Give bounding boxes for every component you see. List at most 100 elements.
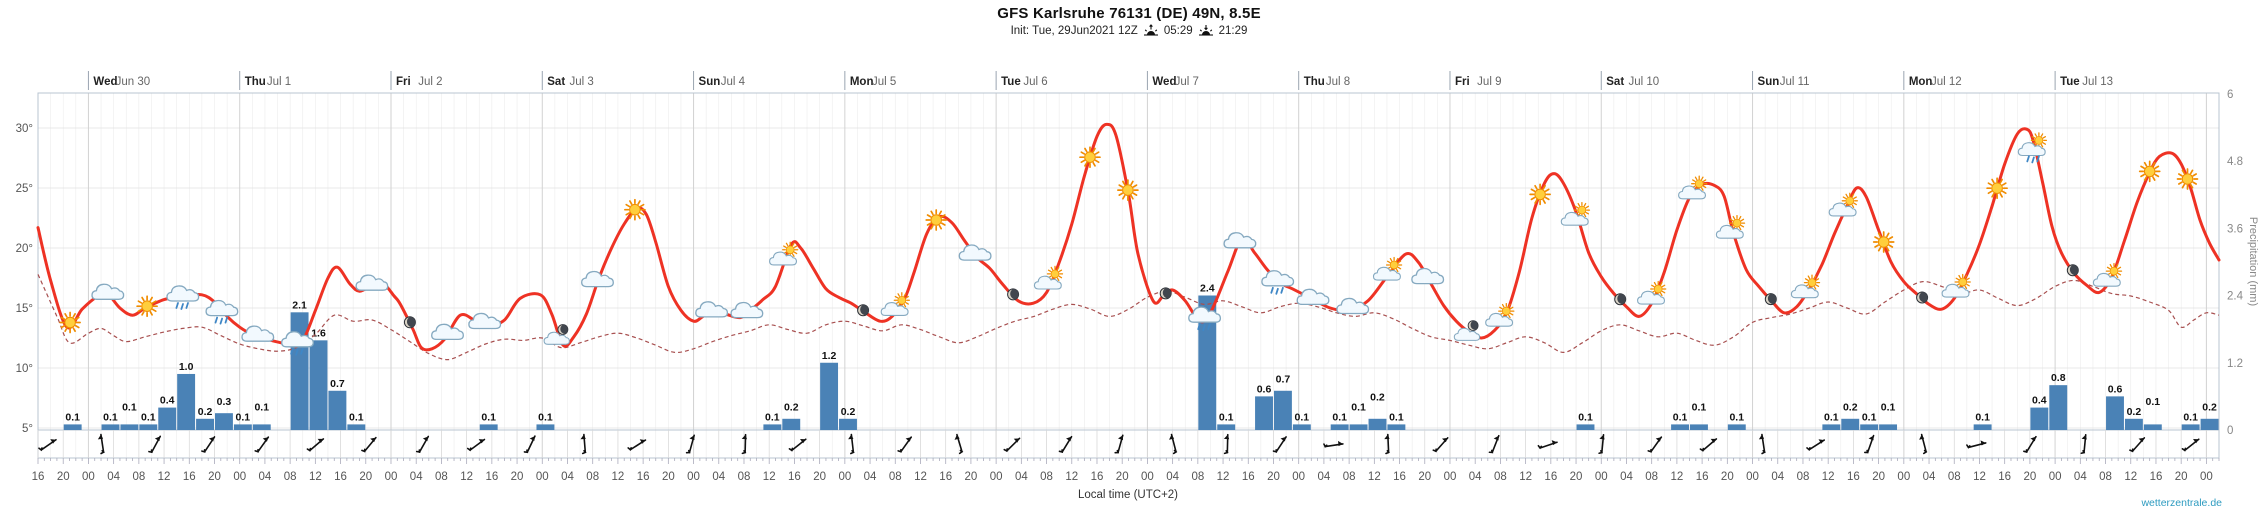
weather-icon-sun: [59, 311, 81, 334]
weather-icon-cloud: [431, 323, 464, 341]
weather-icon-cloud: [581, 270, 614, 288]
wind-arrow: [1114, 434, 1124, 454]
weather-icon-cloud: [241, 325, 275, 342]
sunrise-icon: [1143, 24, 1158, 36]
hour-label: 04: [1771, 471, 1784, 483]
precip-value-label: 0.1: [1673, 411, 1688, 423]
precip-bar: [1255, 396, 1273, 430]
precip-value-label: 0.4: [2032, 395, 2047, 407]
weather-icon-sun-cloud: [1485, 302, 1515, 327]
precip-bar: [479, 424, 498, 430]
hour-label: 04: [712, 471, 725, 483]
hour-label: 16: [1544, 471, 1557, 483]
hour-label: 20: [1267, 471, 1280, 483]
wind-arrow: [1537, 440, 1558, 450]
hour-label: 16: [637, 471, 650, 483]
weather-icon-moon: [1007, 288, 1020, 301]
svg-text:Jul 9: Jul 9: [1477, 76, 1501, 88]
precip-bar: [1349, 424, 1368, 430]
day-header-label: Sat Jul 10: [1606, 76, 1659, 88]
weather-icon-cloud: [695, 301, 729, 318]
weather-icon-sun: [1529, 183, 1551, 206]
wind-arrow: [1647, 436, 1663, 453]
hour-label: 16: [1998, 471, 2011, 483]
hour-label: 00: [233, 471, 246, 483]
hour-label: 12: [1973, 471, 1986, 483]
hour-label: 00: [1897, 471, 1910, 483]
precip-bar: [1973, 424, 1992, 430]
hour-label: 08: [889, 471, 902, 483]
precip-value-label: 0.8: [2051, 372, 2066, 384]
weather-icon-sun-cloud: [1941, 273, 1971, 298]
precip-bar: [63, 424, 82, 430]
day-header-label: Sun Jul 11: [1758, 76, 1810, 88]
precip-value-label: 0.1: [1332, 411, 1347, 423]
svg-text:Sat: Sat: [1606, 76, 1624, 88]
precip-bar: [139, 424, 158, 430]
precip-bar: [2181, 424, 2200, 430]
precip-bar: [536, 424, 555, 430]
precip-value-label: 0.1: [765, 411, 780, 423]
precip-bar: [158, 407, 177, 430]
wind-arrow: [1003, 437, 1021, 453]
precip-value-label: 0.1: [1578, 411, 1593, 423]
hour-label: 00: [2049, 471, 2062, 483]
hour-label: 20: [813, 471, 826, 483]
hour-label: 08: [1040, 471, 1053, 483]
day-header-label: Mon Jul 12: [1909, 76, 1962, 88]
hour-label: 04: [1318, 471, 1331, 483]
wind-arrow: [580, 433, 587, 455]
hour-label: 20: [511, 471, 524, 483]
svg-text:Jul 8: Jul 8: [1326, 76, 1350, 88]
weather-icon-sun-cloud: [769, 241, 799, 266]
wind-arrow: [1223, 433, 1230, 455]
sunset-icon: [1198, 25, 1213, 36]
day-header-label: Wed Jun 30: [93, 76, 150, 88]
hour-label: 20: [2023, 471, 2036, 483]
precip-bar: [120, 424, 139, 430]
svg-text:Fri: Fri: [396, 76, 411, 88]
weather-icon-cloud: [1223, 232, 1257, 249]
hour-label: 04: [1469, 471, 1482, 483]
precip-bar: [1387, 424, 1406, 430]
wind-arrow: [897, 436, 913, 453]
precip-value-label: 0.6: [2108, 383, 2123, 395]
wind-arrow: [741, 433, 747, 455]
svg-text:Thu: Thu: [245, 76, 266, 88]
hour-label: 16: [1393, 471, 1406, 483]
precip-value-label: 0.1: [141, 411, 156, 423]
weather-icon-sun-cloud: [1715, 214, 1746, 239]
wind-arrow: [954, 433, 964, 455]
wind-arrow: [2129, 437, 2146, 453]
precip-value-label: 0.2: [1370, 391, 1385, 403]
day-header-label: Fri Jul 2: [396, 76, 442, 88]
precip-value-label: 0.1: [1389, 411, 1404, 423]
hour-label: 12: [612, 471, 625, 483]
temp-axis-tick-label: 30°: [16, 123, 33, 135]
svg-text:Jun 30: Jun 30: [116, 76, 151, 88]
wind-arrow: [1488, 434, 1500, 454]
precip-bar: [1879, 424, 1898, 430]
precip-value-label: 0.1: [349, 411, 364, 423]
precip-value-label: 2.4: [1200, 283, 1215, 295]
day-header-label: Tue Jul 6: [1001, 76, 1047, 88]
precip-value-label: 0.1: [122, 401, 137, 413]
svg-text:Jul 4: Jul 4: [721, 76, 746, 88]
weather-icon-sun: [1079, 146, 1101, 169]
hour-label: 16: [334, 471, 347, 483]
hour-label: 04: [561, 471, 574, 483]
precip-value-label: 0.2: [784, 401, 799, 413]
temp-axis-tick-label: 15°: [16, 303, 33, 315]
sunrise-time: 05:29: [1163, 24, 1193, 37]
precip-value-label: 0.1: [236, 411, 251, 423]
hour-label: 04: [259, 471, 272, 483]
precip-value-label: 0.1: [1219, 411, 1234, 423]
weather-icon-sun-cloud: [1560, 201, 1591, 226]
hour-label: 08: [738, 471, 751, 483]
weather-icon-sun-cloud: [880, 292, 910, 316]
precip-bar: [2143, 424, 2162, 430]
precip-value-label: 1.6: [311, 327, 326, 339]
weather-icon-sun: [2176, 168, 2199, 190]
svg-text:Wed: Wed: [93, 76, 117, 88]
precip-value-label: 0.2: [2127, 406, 2142, 418]
